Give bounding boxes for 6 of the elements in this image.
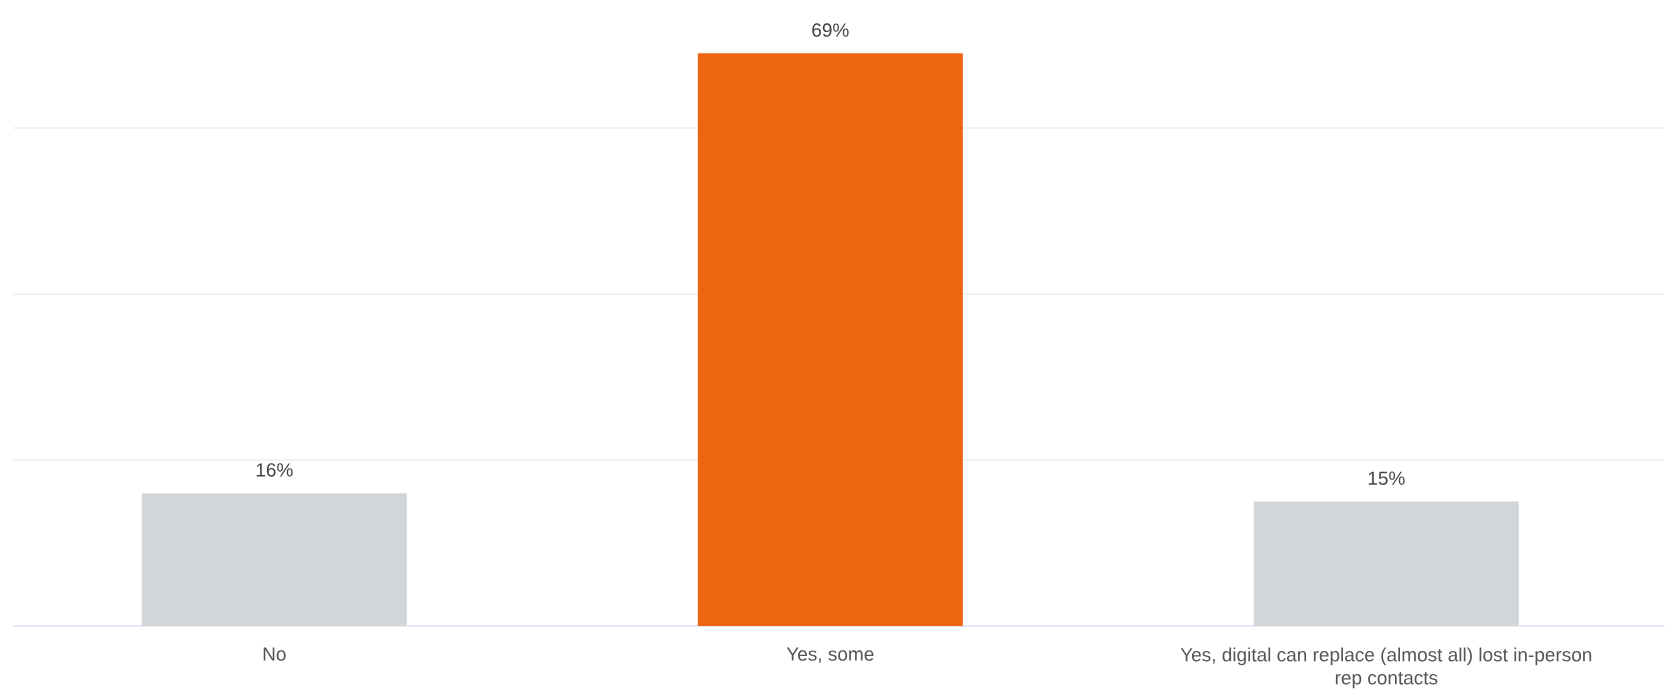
data-label: 16% xyxy=(256,463,293,477)
data-label: 15% xyxy=(1368,471,1405,485)
x-tick-label: No xyxy=(263,647,286,661)
x-tick-label: Yes, digital can replace (almost all) lost in-person rep contacts xyxy=(1180,647,1592,689)
x-tick-label: Yes, some xyxy=(786,647,874,664)
data-label: 69% xyxy=(812,23,849,37)
